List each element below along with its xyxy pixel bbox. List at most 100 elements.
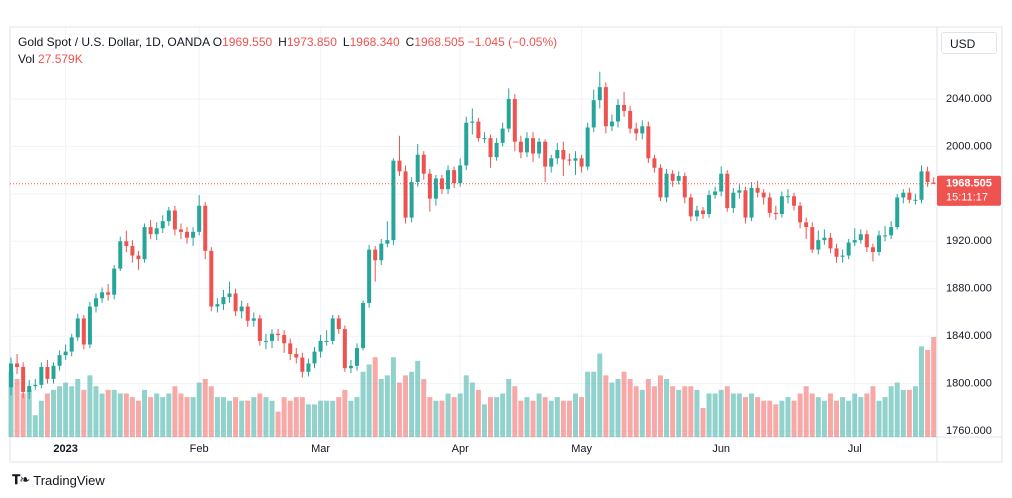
candle-body: [470, 121, 475, 123]
volume-bar: [536, 393, 542, 437]
candle-body: [743, 190, 748, 218]
volume-bar: [566, 400, 572, 437]
volume-bar: [791, 400, 797, 437]
candle-body: [646, 126, 651, 159]
x-tick-label: Apr: [452, 443, 469, 455]
volume-bar: [645, 378, 651, 437]
volume-bar: [117, 393, 123, 437]
volume-bar: [488, 397, 494, 437]
candle-body: [834, 248, 839, 257]
volume-bar: [105, 389, 111, 437]
volume-bar: [378, 378, 384, 437]
volume-bar: [700, 407, 706, 437]
candle-body: [458, 165, 463, 184]
candle-body: [288, 343, 293, 354]
candle-body: [779, 196, 784, 215]
y-tick-label: 1880.000: [946, 283, 992, 295]
volume-bar: [38, 400, 44, 437]
volume-bar: [591, 371, 597, 437]
legend-key: O: [212, 35, 223, 49]
volume-bar: [657, 375, 663, 437]
candle-body: [512, 98, 517, 142]
candle-body: [209, 250, 214, 307]
change: −1.045: [467, 35, 505, 49]
candle-body: [433, 178, 438, 199]
brand-logo: 𝐓❧: [12, 472, 30, 487]
volume-bar: [919, 346, 924, 437]
candle-body: [379, 243, 384, 261]
candle-body: [251, 318, 256, 321]
candle-body: [889, 227, 894, 236]
candle-body: [257, 318, 262, 341]
currency-button[interactable]: USD: [941, 32, 997, 54]
candle-body: [130, 246, 135, 256]
countdown-label: 15:11:17: [946, 192, 988, 204]
candle-body: [361, 302, 366, 349]
volume-bar: [287, 400, 293, 437]
brand-name: TradingView: [33, 472, 105, 488]
volume-bar: [494, 397, 500, 437]
volume-bar: [87, 375, 93, 437]
candle-body: [178, 229, 183, 232]
y-tick-label: 1760.000: [946, 425, 992, 437]
volume-bar: [293, 397, 299, 437]
candle-body: [846, 242, 851, 256]
volume-bar: [506, 378, 512, 437]
volume-bar: [500, 393, 506, 437]
volume-bar: [439, 400, 445, 437]
candle-body: [367, 249, 372, 303]
volume-pane: [8, 337, 937, 437]
volume-bar: [736, 393, 742, 437]
candle-body: [348, 365, 353, 369]
volume-bar: [263, 397, 269, 437]
candle-body: [919, 171, 924, 200]
candle-body: [713, 191, 718, 196]
volume-bar: [421, 378, 427, 437]
candle-body: [597, 87, 602, 101]
volume-bar: [26, 389, 32, 437]
candle-body: [197, 205, 202, 232]
candle-body: [33, 384, 38, 387]
candle-body: [622, 104, 627, 111]
volume-bar: [876, 400, 882, 437]
volume-bar: [803, 386, 809, 437]
volume-bar: [269, 400, 275, 437]
volume-bar: [348, 400, 354, 437]
volume-bar: [524, 397, 530, 437]
candle-body: [427, 173, 432, 199]
candle-body: [106, 292, 111, 295]
y-tick-label: 1800.000: [946, 378, 992, 390]
volume-bar: [585, 371, 591, 437]
volume-bar: [821, 400, 827, 437]
volume-bar: [597, 353, 603, 437]
volume-bar: [403, 375, 409, 437]
candle-body: [148, 227, 153, 235]
volume-bar: [809, 393, 815, 437]
candle-body: [318, 340, 323, 352]
volume-bar: [900, 389, 906, 437]
volume-bar: [463, 375, 469, 437]
candle-body: [895, 197, 900, 228]
volume-bar: [142, 389, 148, 437]
volume-bar: [354, 397, 360, 437]
candle-body: [191, 231, 196, 238]
candle-body: [822, 237, 827, 241]
candle-body: [798, 205, 803, 223]
y-tick-label: 2000.000: [946, 140, 992, 152]
x-tick-label: Mar: [311, 443, 330, 455]
candle-body: [482, 138, 487, 140]
y-tick-label: 2040.000: [946, 93, 992, 105]
volume-bar: [93, 386, 99, 437]
volume-bar: [129, 397, 135, 437]
candle-body: [294, 353, 299, 358]
candle-body: [883, 235, 888, 237]
candle-body: [69, 337, 74, 352]
candle-body: [203, 205, 208, 251]
volume-bar: [742, 397, 748, 437]
volume-bar: [154, 393, 160, 437]
candle-body: [282, 335, 287, 344]
volume-bar: [761, 400, 767, 437]
candle-body: [731, 192, 736, 209]
volume-bar: [749, 393, 755, 437]
volume-bar: [336, 397, 342, 437]
